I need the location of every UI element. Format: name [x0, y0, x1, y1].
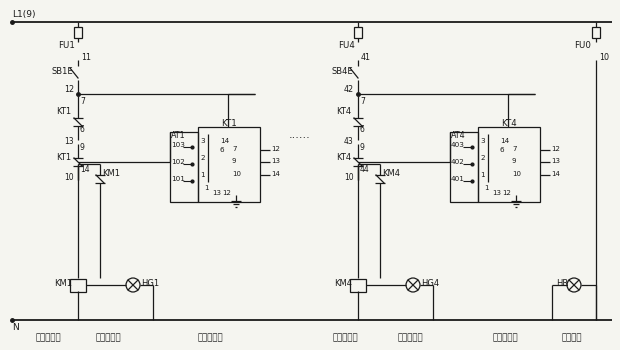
Text: 7: 7: [232, 146, 236, 152]
Text: HG1: HG1: [141, 280, 159, 288]
Text: 启停按鈕１: 启停按鈕１: [35, 334, 61, 343]
Text: 13: 13: [492, 190, 501, 196]
Text: 温度控制１: 温度控制１: [197, 334, 223, 343]
Text: 9: 9: [232, 158, 236, 164]
Bar: [354, 27, 362, 38]
Text: 13: 13: [64, 136, 74, 146]
Text: 3: 3: [200, 138, 205, 144]
Text: KT4: KT4: [336, 154, 351, 162]
Text: 温度控制４: 温度控制４: [492, 334, 518, 343]
Text: 运行指示１: 运行指示１: [95, 334, 121, 343]
Bar: [170, 132, 198, 202]
Text: 9: 9: [512, 158, 516, 164]
Bar: [478, 127, 540, 202]
Text: 14: 14: [271, 171, 280, 177]
Text: 10: 10: [64, 174, 74, 182]
Text: 102: 102: [171, 159, 185, 165]
Text: 2: 2: [480, 155, 485, 161]
Text: 3: 3: [480, 138, 485, 144]
Text: KT1: KT1: [56, 154, 71, 162]
Text: KM1: KM1: [102, 168, 120, 177]
Bar: [198, 127, 260, 202]
Text: ......: ......: [289, 130, 311, 140]
Text: KM4: KM4: [334, 280, 352, 288]
Text: FU4: FU4: [338, 42, 355, 50]
Text: 10: 10: [512, 171, 521, 177]
Text: HR: HR: [556, 280, 569, 288]
Text: 12: 12: [502, 190, 511, 196]
Text: 13: 13: [551, 158, 560, 164]
Text: FU1: FU1: [58, 42, 75, 50]
Bar: [70, 279, 86, 292]
Text: KT4: KT4: [336, 107, 351, 117]
Bar: [450, 132, 478, 202]
Text: 12: 12: [551, 146, 560, 152]
Text: 402: 402: [451, 159, 465, 165]
Text: KT1: KT1: [56, 107, 71, 117]
Text: KT1: KT1: [221, 119, 237, 127]
Text: 401: 401: [451, 176, 465, 182]
Text: 41: 41: [361, 52, 371, 62]
Text: SB1E: SB1E: [52, 68, 74, 77]
Text: 1: 1: [204, 185, 208, 191]
Text: 6: 6: [360, 126, 365, 134]
Text: 7: 7: [80, 98, 85, 106]
Text: 6: 6: [80, 126, 85, 134]
Text: 9: 9: [360, 144, 365, 153]
Text: 10: 10: [344, 174, 353, 182]
Text: 6: 6: [220, 147, 224, 153]
Text: 12: 12: [271, 146, 280, 152]
Text: AT1: AT1: [171, 132, 185, 140]
Text: 42: 42: [344, 84, 354, 93]
Text: 6: 6: [500, 147, 505, 153]
Text: 1: 1: [480, 172, 485, 178]
Text: KM1: KM1: [54, 280, 72, 288]
Text: SB4E: SB4E: [332, 68, 353, 77]
Text: 44: 44: [360, 166, 370, 175]
Text: 1: 1: [484, 185, 489, 191]
Text: KT4: KT4: [501, 119, 517, 127]
Text: 103: 103: [171, 142, 185, 148]
Text: 14: 14: [551, 171, 560, 177]
Text: 13: 13: [271, 158, 280, 164]
Text: 1: 1: [200, 172, 205, 178]
Bar: [74, 27, 82, 38]
Bar: [592, 27, 600, 38]
Text: 14: 14: [220, 138, 229, 144]
Text: FU0: FU0: [574, 42, 591, 50]
Text: 101: 101: [171, 176, 185, 182]
Text: AT4: AT4: [451, 132, 466, 140]
Text: KM4: KM4: [382, 168, 400, 177]
Text: 7: 7: [512, 146, 516, 152]
Text: 13: 13: [212, 190, 221, 196]
Text: 2: 2: [200, 155, 205, 161]
Text: HG4: HG4: [421, 280, 439, 288]
Text: 9: 9: [80, 144, 85, 153]
Text: 403: 403: [451, 142, 465, 148]
Text: 10: 10: [599, 52, 609, 62]
Text: 43: 43: [344, 136, 354, 146]
Text: 14: 14: [500, 138, 509, 144]
Bar: [350, 279, 366, 292]
Text: 运行指示４: 运行指示４: [397, 334, 423, 343]
Text: 14: 14: [80, 166, 90, 175]
Text: 11: 11: [81, 52, 91, 62]
Text: 12: 12: [64, 84, 74, 93]
Text: L1(9): L1(9): [12, 10, 35, 20]
Text: 电源指示: 电源指示: [562, 334, 582, 343]
Text: 7: 7: [360, 98, 365, 106]
Text: 启停按鈕４: 启停按鈕４: [332, 334, 358, 343]
Text: 10: 10: [232, 171, 241, 177]
Text: 12: 12: [222, 190, 231, 196]
Text: N: N: [12, 323, 19, 332]
